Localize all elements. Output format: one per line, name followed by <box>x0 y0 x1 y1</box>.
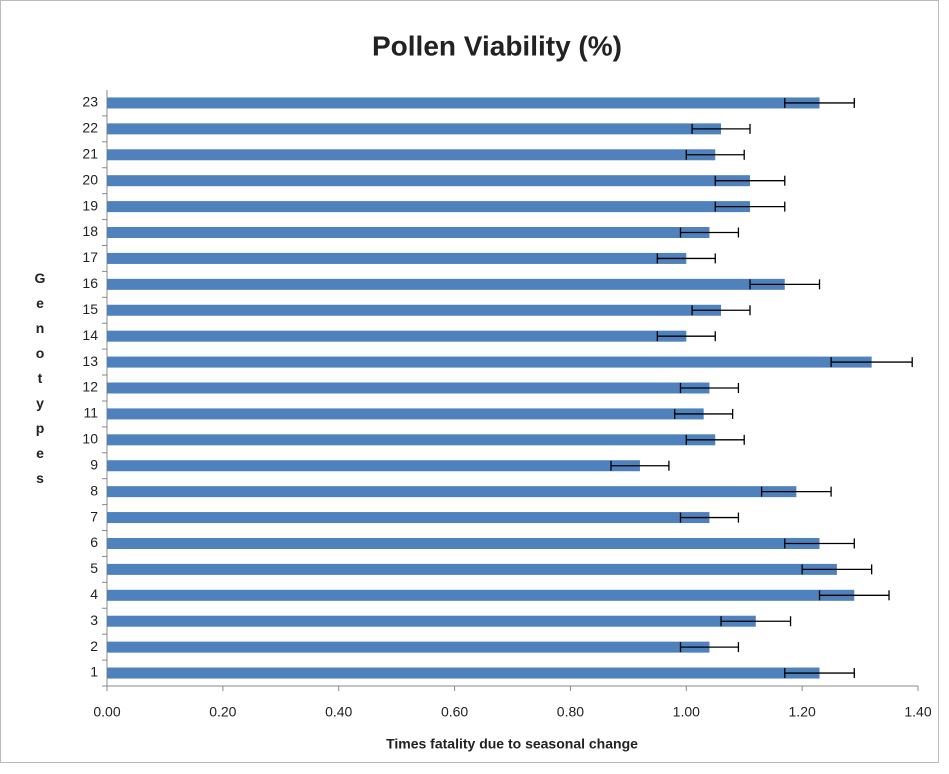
y-tick-label: 17 <box>82 249 98 265</box>
error-bar <box>749 279 821 290</box>
bar <box>107 460 640 472</box>
error-bar <box>685 149 745 160</box>
x-tick-label: 1.40 <box>904 704 931 720</box>
bar <box>107 123 722 135</box>
error-bar <box>801 564 873 575</box>
y-tick-label: 14 <box>82 327 98 343</box>
error-bar <box>714 201 786 212</box>
x-tick-label: 0.40 <box>325 704 352 720</box>
bar <box>107 252 687 264</box>
x-tick-label: 0.80 <box>557 704 584 720</box>
error-bar <box>784 538 855 549</box>
y-axis-title: Genotypes <box>32 270 48 495</box>
bar <box>107 434 716 446</box>
y-tick-label: 5 <box>90 560 98 576</box>
x-tick-label: 0.00 <box>93 704 120 720</box>
y-tick-label: 4 <box>90 586 98 602</box>
bar <box>107 408 704 420</box>
y-tick-label: 6 <box>90 534 98 550</box>
y-tick-label: 21 <box>82 145 98 161</box>
y-tick-label: 7 <box>90 508 98 524</box>
x-tick-label: 1.00 <box>673 704 700 720</box>
bar <box>107 227 710 239</box>
y-tick-label: 15 <box>82 301 98 317</box>
bar <box>107 641 710 653</box>
error-bar <box>720 616 792 627</box>
bar <box>107 304 722 316</box>
error-bar <box>656 253 716 264</box>
y-tick-label: 9 <box>90 456 98 472</box>
bar <box>107 175 751 187</box>
error-bar <box>691 305 751 316</box>
bar <box>107 667 820 679</box>
y-tick-label: 16 <box>82 275 98 291</box>
y-tick-label: 19 <box>82 197 98 213</box>
y-tick-label: 2 <box>90 638 98 654</box>
bar <box>107 330 687 342</box>
chart-title: Pollen Viability (%) <box>372 30 622 61</box>
y-tick-label: 23 <box>82 94 98 110</box>
y-tick-label: 20 <box>82 171 98 187</box>
bar <box>107 615 756 627</box>
bar <box>107 563 837 575</box>
y-tick-label: 3 <box>90 612 98 628</box>
error-bar <box>685 434 745 445</box>
x-axis-title: Times fatality due to seasonal change <box>386 736 638 752</box>
x-tick-label: 1.20 <box>789 704 816 720</box>
error-bar <box>760 486 832 497</box>
bar <box>107 512 710 524</box>
y-tick-label: 11 <box>83 405 98 421</box>
error-bar <box>784 668 855 679</box>
y-tick-label: 13 <box>82 353 98 369</box>
error-bar <box>818 590 890 601</box>
bar <box>107 97 820 109</box>
y-tick-label: 8 <box>90 482 98 498</box>
x-tick-label: 0.60 <box>441 704 468 720</box>
error-bar <box>679 642 740 653</box>
bar <box>107 382 710 394</box>
bar <box>107 149 716 161</box>
y-tick-label: 12 <box>82 379 98 395</box>
bar <box>107 486 797 498</box>
error-bar <box>679 383 740 393</box>
bar <box>107 356 872 368</box>
bar <box>107 278 785 290</box>
error-bar <box>784 97 855 108</box>
error-bar <box>674 408 734 419</box>
y-tick-label: 18 <box>82 223 98 239</box>
y-tick-label: 10 <box>82 431 98 447</box>
x-tick-label: 0.20 <box>209 704 236 720</box>
y-tick-label: 22 <box>82 120 98 136</box>
y-tick-label: 1 <box>90 664 98 680</box>
bar <box>107 201 751 213</box>
error-bar <box>610 460 670 471</box>
error-bar <box>656 331 716 342</box>
error-bar <box>679 512 740 523</box>
bar <box>107 537 820 549</box>
error-bar <box>679 227 740 238</box>
error-bar <box>830 357 913 368</box>
bar <box>107 589 855 601</box>
error-bar <box>714 175 786 186</box>
error-bar <box>691 123 751 134</box>
